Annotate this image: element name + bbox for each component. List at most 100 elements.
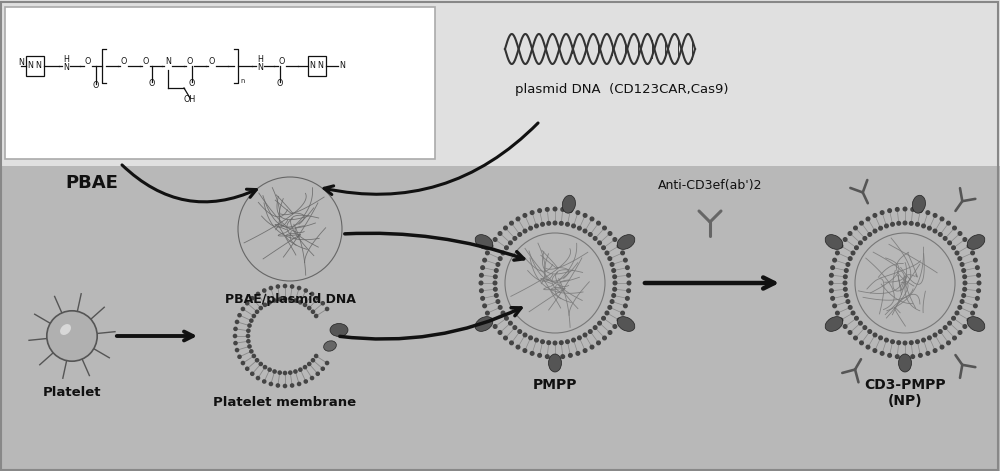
- Circle shape: [311, 358, 315, 362]
- Circle shape: [283, 297, 287, 300]
- Ellipse shape: [967, 235, 985, 249]
- Circle shape: [311, 310, 315, 313]
- Circle shape: [855, 246, 858, 250]
- Circle shape: [885, 224, 888, 228]
- Circle shape: [493, 281, 497, 285]
- Circle shape: [953, 226, 956, 230]
- Ellipse shape: [330, 324, 348, 336]
- Circle shape: [958, 232, 962, 236]
- Circle shape: [498, 257, 502, 260]
- Circle shape: [547, 221, 551, 225]
- Circle shape: [268, 368, 271, 371]
- Text: O: O: [189, 79, 195, 88]
- Circle shape: [590, 345, 594, 349]
- Circle shape: [963, 281, 967, 285]
- Circle shape: [325, 308, 329, 310]
- Circle shape: [829, 281, 833, 285]
- Circle shape: [547, 341, 551, 344]
- Circle shape: [303, 365, 307, 369]
- Circle shape: [960, 263, 964, 266]
- Circle shape: [613, 275, 616, 278]
- Circle shape: [486, 311, 489, 315]
- Circle shape: [583, 349, 587, 352]
- Circle shape: [278, 298, 281, 301]
- Circle shape: [627, 289, 630, 292]
- Circle shape: [617, 244, 621, 248]
- Text: O: O: [149, 79, 155, 88]
- Circle shape: [888, 354, 891, 357]
- Circle shape: [830, 289, 833, 292]
- Text: O: O: [85, 57, 91, 66]
- Circle shape: [553, 355, 557, 359]
- Circle shape: [831, 266, 834, 269]
- Circle shape: [538, 209, 541, 212]
- Circle shape: [974, 304, 977, 308]
- Circle shape: [626, 297, 629, 300]
- Circle shape: [505, 246, 508, 250]
- Circle shape: [963, 325, 967, 328]
- Circle shape: [308, 307, 311, 309]
- Ellipse shape: [912, 195, 925, 213]
- Circle shape: [269, 382, 273, 386]
- FancyBboxPatch shape: [0, 0, 1000, 166]
- Circle shape: [559, 341, 563, 344]
- Circle shape: [843, 325, 847, 328]
- Ellipse shape: [562, 195, 575, 213]
- Text: O: O: [93, 81, 99, 90]
- Circle shape: [854, 336, 857, 340]
- Circle shape: [294, 299, 297, 302]
- Circle shape: [903, 207, 907, 211]
- Circle shape: [833, 258, 836, 262]
- Circle shape: [938, 233, 942, 236]
- Circle shape: [263, 380, 266, 383]
- Circle shape: [283, 384, 287, 388]
- Circle shape: [977, 274, 980, 277]
- Circle shape: [860, 221, 863, 225]
- Circle shape: [848, 257, 852, 260]
- Circle shape: [868, 233, 872, 236]
- Circle shape: [845, 294, 848, 297]
- Circle shape: [263, 289, 266, 292]
- Text: N: N: [35, 60, 41, 70]
- Circle shape: [530, 351, 534, 355]
- Circle shape: [263, 303, 267, 307]
- Circle shape: [509, 321, 512, 325]
- Circle shape: [888, 209, 891, 212]
- Circle shape: [569, 354, 572, 357]
- Circle shape: [504, 226, 507, 230]
- Circle shape: [605, 311, 609, 315]
- Ellipse shape: [967, 317, 985, 332]
- Circle shape: [504, 336, 507, 340]
- Circle shape: [626, 266, 629, 269]
- Circle shape: [955, 251, 959, 255]
- Circle shape: [953, 336, 956, 340]
- Circle shape: [291, 285, 294, 288]
- Circle shape: [627, 274, 630, 277]
- Ellipse shape: [475, 235, 493, 249]
- Circle shape: [493, 325, 497, 328]
- Circle shape: [919, 209, 922, 212]
- Circle shape: [561, 355, 565, 358]
- Circle shape: [566, 222, 569, 226]
- Circle shape: [933, 349, 937, 352]
- Circle shape: [291, 384, 294, 387]
- Circle shape: [598, 321, 601, 325]
- Circle shape: [496, 300, 500, 303]
- Circle shape: [854, 226, 857, 230]
- Text: N: N: [257, 63, 263, 72]
- Circle shape: [518, 233, 522, 236]
- Circle shape: [251, 372, 254, 375]
- Circle shape: [310, 376, 314, 380]
- Circle shape: [513, 236, 517, 240]
- Circle shape: [583, 229, 587, 233]
- Circle shape: [297, 286, 301, 290]
- Circle shape: [627, 281, 631, 285]
- Circle shape: [246, 301, 249, 305]
- Circle shape: [529, 336, 532, 340]
- Circle shape: [958, 306, 962, 309]
- Circle shape: [844, 275, 847, 278]
- Text: O: O: [277, 79, 283, 88]
- Text: N: N: [63, 63, 69, 72]
- Circle shape: [256, 292, 260, 295]
- Circle shape: [250, 319, 253, 322]
